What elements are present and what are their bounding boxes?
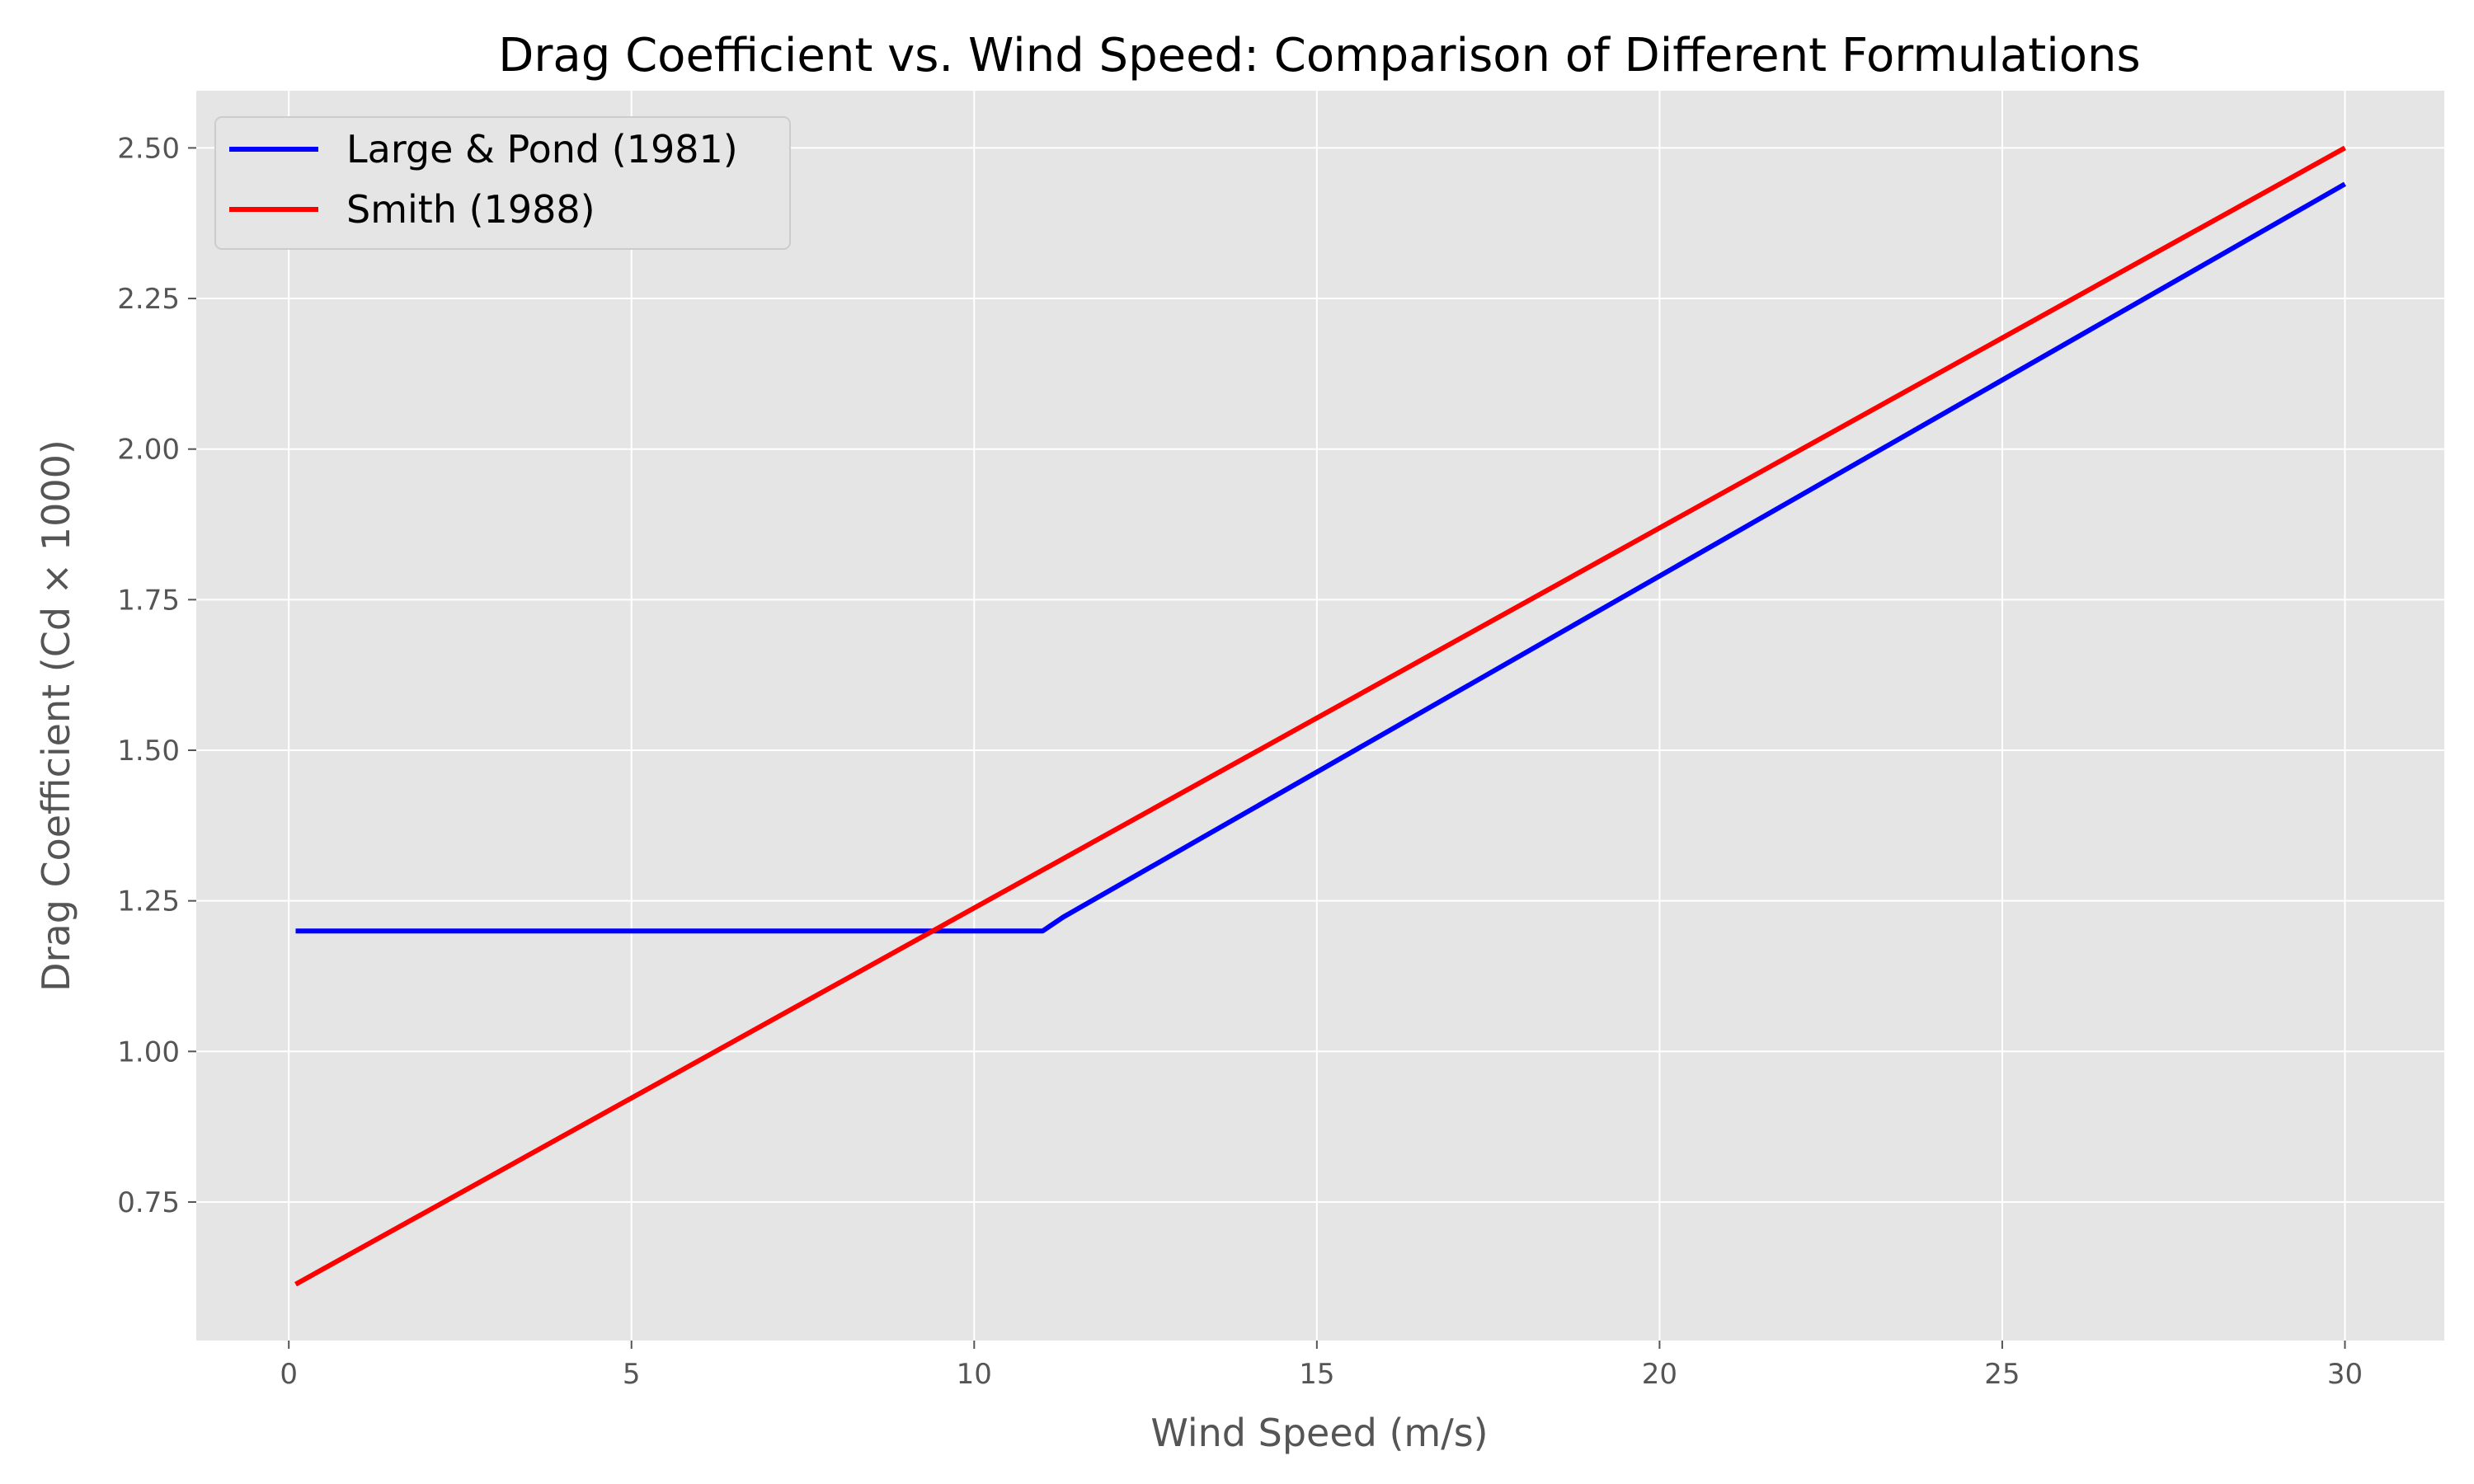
y-tick-label: 1.75	[117, 584, 180, 617]
x-tick-label: 15	[1299, 1358, 1334, 1391]
x-tick-label: 5	[623, 1358, 641, 1391]
y-tick-label: 2.00	[117, 434, 180, 467]
series-line-1	[294, 145, 2346, 1287]
x-tick-label: 0	[280, 1358, 298, 1391]
y-axis-label: Drag Coefficient (Cd × 1000)	[34, 439, 78, 992]
chart-title: Drag Coefficient vs. Wind Speed: Compari…	[498, 29, 2140, 82]
legend: Large & Pond (1981) Smith (1988)	[214, 116, 791, 250]
y-tick-label: 2.25	[117, 283, 180, 316]
x-tick-label: 10	[957, 1358, 992, 1391]
y-tick-label: 0.75	[117, 1186, 180, 1219]
y-tick-label: 1.00	[117, 1036, 180, 1068]
axis-ticks: 0 5 10 15 20 25 30 0.75 1.00 1.25 1.50 1.75 2.00 2.25…	[117, 132, 2363, 1391]
x-tick-label: 20	[1642, 1358, 1677, 1391]
y-tick-label: 1.25	[117, 885, 180, 918]
legend-label-smith: Smith (1988)	[346, 187, 595, 232]
y-tick-label: 2.50	[117, 132, 180, 165]
series-line-0	[295, 181, 2346, 934]
x-tick-label: 30	[2327, 1358, 2363, 1391]
series-lines	[294, 145, 2346, 1287]
x-axis-label: Wind Speed (m/s)	[1150, 1411, 1488, 1455]
y-tick-label: 1.50	[117, 735, 180, 768]
legend-box	[214, 116, 791, 250]
legend-label-large-pond: Large & Pond (1981)	[346, 127, 738, 171]
x-tick-label: 25	[1984, 1358, 2020, 1391]
